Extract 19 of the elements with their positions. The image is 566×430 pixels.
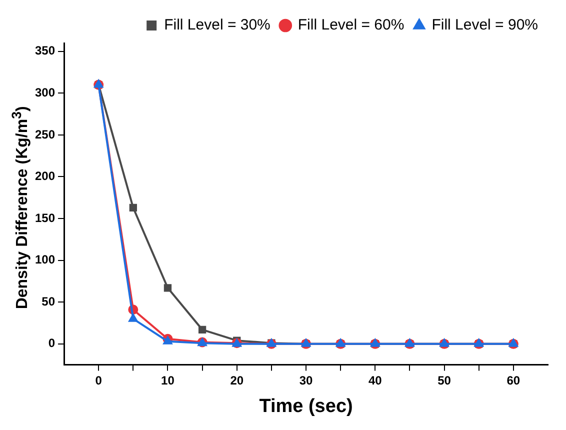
legend-label: Fill Level = 90% <box>432 16 538 34</box>
y-tick-label: 300 <box>34 85 56 100</box>
y-tick-label: 250 <box>34 127 56 142</box>
x-axis-title: Time (sec) <box>259 396 353 417</box>
y-tick-label: 100 <box>34 252 56 267</box>
x-tick-label: 30 <box>299 373 314 388</box>
y-tick-label: 200 <box>34 169 56 184</box>
legend-label: Fill Level = 30% <box>164 16 270 34</box>
y-tick-label: 0 <box>48 336 56 350</box>
x-tick-label: 20 <box>230 373 244 388</box>
x-tick-label: 40 <box>368 373 382 388</box>
x-tick-label: 10 <box>161 373 175 388</box>
x-tick-label: 50 <box>438 373 452 388</box>
y-tick-label: 150 <box>34 210 56 225</box>
x-tick-label: 0 <box>95 373 102 388</box>
legend-label: Fill Level = 60% <box>298 16 404 34</box>
y-tick-label: 350 <box>34 44 56 58</box>
x-tick-label: 60 <box>506 373 520 388</box>
y-tick-label: 50 <box>42 294 56 308</box>
